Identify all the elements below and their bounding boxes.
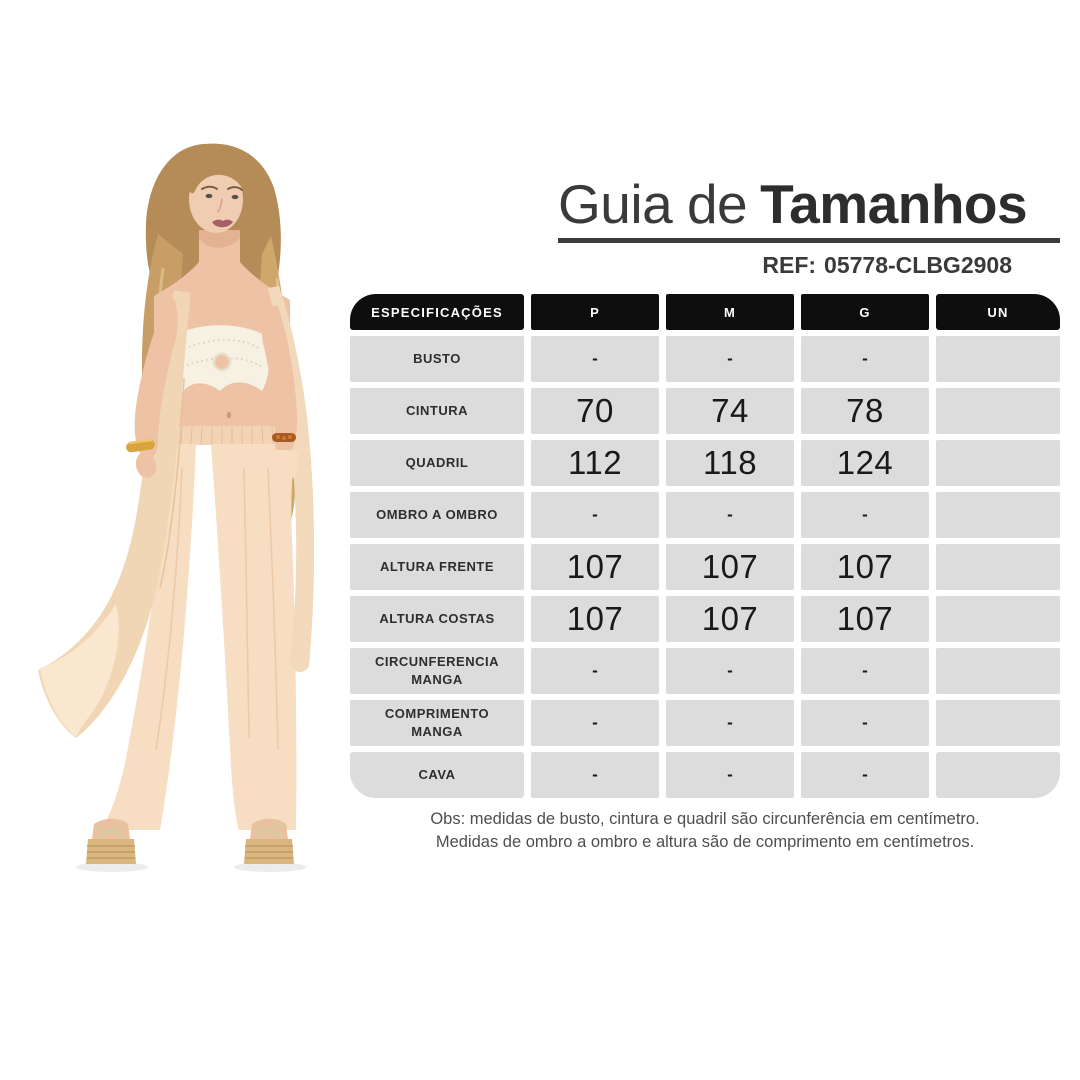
cell-comprimento-p: - bbox=[531, 700, 659, 746]
cell-altura-costas-m: 107 bbox=[666, 596, 794, 642]
cell-circunferencia-g: - bbox=[801, 648, 929, 694]
row-label-quadril: QUADRIL bbox=[350, 440, 524, 486]
column-header-un: UN bbox=[936, 294, 1060, 330]
cell-cava-g: - bbox=[801, 752, 929, 798]
pants bbox=[102, 426, 297, 830]
platform-sandals bbox=[86, 818, 294, 864]
cell-cava-un bbox=[936, 752, 1060, 798]
bandeau-top bbox=[172, 325, 270, 396]
cell-comprimento-m: - bbox=[666, 700, 794, 746]
cell-altura-costas-g: 107 bbox=[801, 596, 929, 642]
row-label-cintura: CINTURA bbox=[350, 388, 524, 434]
cell-altura-costas-p: 107 bbox=[531, 596, 659, 642]
cell-quadril-p: 112 bbox=[531, 440, 659, 486]
row-label-altura-frente: ALTURA FRENTE bbox=[350, 544, 524, 590]
cell-busto-p: - bbox=[531, 336, 659, 382]
note-line-2: Medidas de ombro a ombro e altura são de… bbox=[435, 833, 975, 852]
cell-circunferencia-un bbox=[936, 648, 1060, 694]
cell-cintura-p: 70 bbox=[531, 388, 659, 434]
cell-busto-g: - bbox=[801, 336, 929, 382]
cell-busto-un bbox=[936, 336, 1060, 382]
cell-altura-frente-m: 107 bbox=[666, 544, 794, 590]
title-block: Guia de Tamanhos REF: 05778-CLBG2908 bbox=[558, 173, 1060, 279]
row-label-busto: BUSTO bbox=[350, 336, 524, 382]
cell-quadril-g: 124 bbox=[801, 440, 929, 486]
cell-comprimento-un bbox=[936, 700, 1060, 746]
row-label-circunferencia-manga: CIRCUNFERENCIA MANGA bbox=[350, 648, 524, 694]
size-table: ESPECIFICAÇÕES P M G UN BUSTO - - - CINT… bbox=[350, 294, 1060, 798]
page-title-bold: Tamanhos bbox=[760, 173, 1028, 235]
cell-ombro-un bbox=[936, 492, 1060, 538]
column-header-p: P bbox=[531, 294, 659, 330]
cell-quadril-m: 118 bbox=[666, 440, 794, 486]
row-label-altura-costas: ALTURA COSTAS bbox=[350, 596, 524, 642]
cell-ombro-g: - bbox=[801, 492, 929, 538]
note-line-1: Obs: medidas de busto, cintura e quadril… bbox=[430, 810, 980, 828]
column-header-g: G bbox=[801, 294, 929, 330]
ref-label: REF: bbox=[762, 251, 817, 278]
measurement-notes: Obs: medidas de busto, cintura e quadril… bbox=[350, 808, 1060, 855]
ref-value: 05778-CLBG2908 bbox=[824, 251, 1012, 278]
column-header-especificacoes: ESPECIFICAÇÕES bbox=[350, 294, 524, 330]
page-title-regular: Guia de bbox=[558, 173, 748, 235]
cell-comprimento-g: - bbox=[801, 700, 929, 746]
title-underline bbox=[558, 237, 1060, 243]
ref-line: REF: 05778-CLBG2908 bbox=[558, 252, 1060, 279]
cell-cava-m: - bbox=[666, 752, 794, 798]
cell-cintura-m: 74 bbox=[666, 388, 794, 434]
face bbox=[188, 158, 247, 233]
cell-quadril-un bbox=[936, 440, 1060, 486]
row-label-ombro-a-ombro: OMBRO A OMBRO bbox=[350, 492, 524, 538]
page-title: Guia de Tamanhos bbox=[558, 173, 1060, 235]
cell-altura-frente-p: 107 bbox=[531, 544, 659, 590]
cell-cintura-un bbox=[936, 388, 1060, 434]
cell-ombro-m: - bbox=[666, 492, 794, 538]
arms bbox=[126, 298, 300, 478]
cell-circunferencia-p: - bbox=[531, 648, 659, 694]
row-label-cava: CAVA bbox=[350, 752, 524, 798]
cell-altura-frente-un bbox=[936, 544, 1060, 590]
cell-altura-costas-un bbox=[936, 596, 1060, 642]
cell-circunferencia-m: - bbox=[666, 648, 794, 694]
model-photo bbox=[32, 138, 338, 880]
column-header-m: M bbox=[666, 294, 794, 330]
row-label-comprimento-manga: COMPRIMENTO MANGA bbox=[350, 700, 524, 746]
cell-cintura-g: 78 bbox=[801, 388, 929, 434]
cell-busto-m: - bbox=[666, 336, 794, 382]
model-photo-illustration bbox=[38, 143, 315, 872]
cell-ombro-p: - bbox=[531, 492, 659, 538]
cell-altura-frente-g: 107 bbox=[801, 544, 929, 590]
cell-cava-p: - bbox=[531, 752, 659, 798]
